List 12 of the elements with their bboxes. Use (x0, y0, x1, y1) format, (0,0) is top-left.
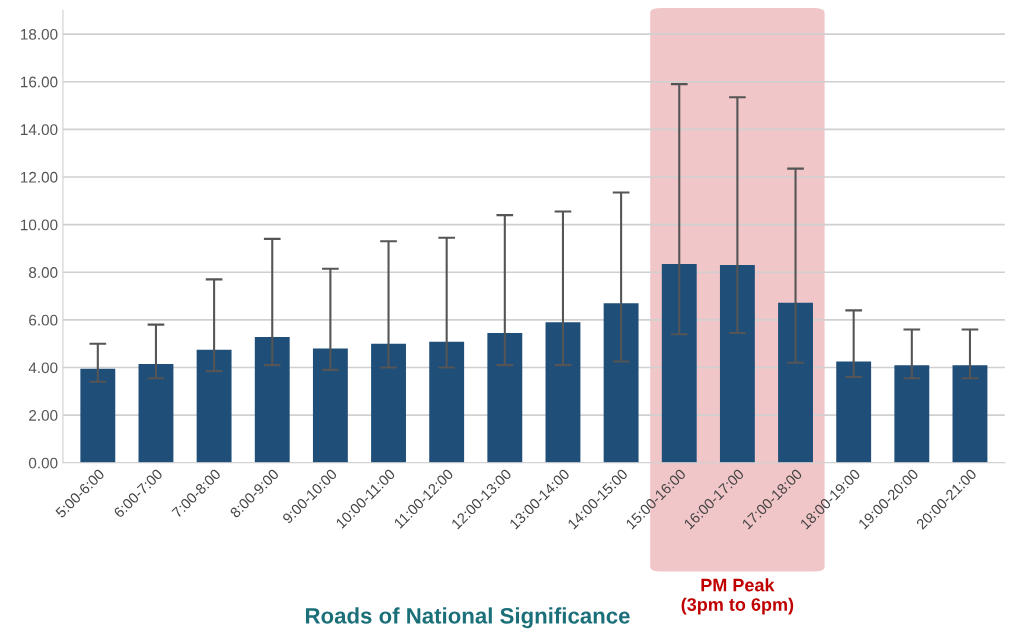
y-tick-label: 14.00 (21, 124, 58, 136)
y-tick-label: 8.00 (29, 267, 58, 278)
y-tick-label: 6.00 (29, 314, 58, 326)
y-tick-label: 0.00 (28, 457, 58, 469)
text: Roads of National Significance (305, 607, 630, 629)
y-tick-label: 2.00 (29, 410, 58, 421)
band-label: PM Peak (3pm to 6pm) (681, 578, 794, 615)
y-tick-label: 18.00 (21, 28, 58, 40)
y-tick-label: 16.00 (21, 76, 58, 88)
y-tick-label: 4.00 (28, 362, 58, 374)
y-tick-label: 10.00 (21, 219, 58, 231)
y-tick-label: 12.00 (21, 171, 58, 183)
